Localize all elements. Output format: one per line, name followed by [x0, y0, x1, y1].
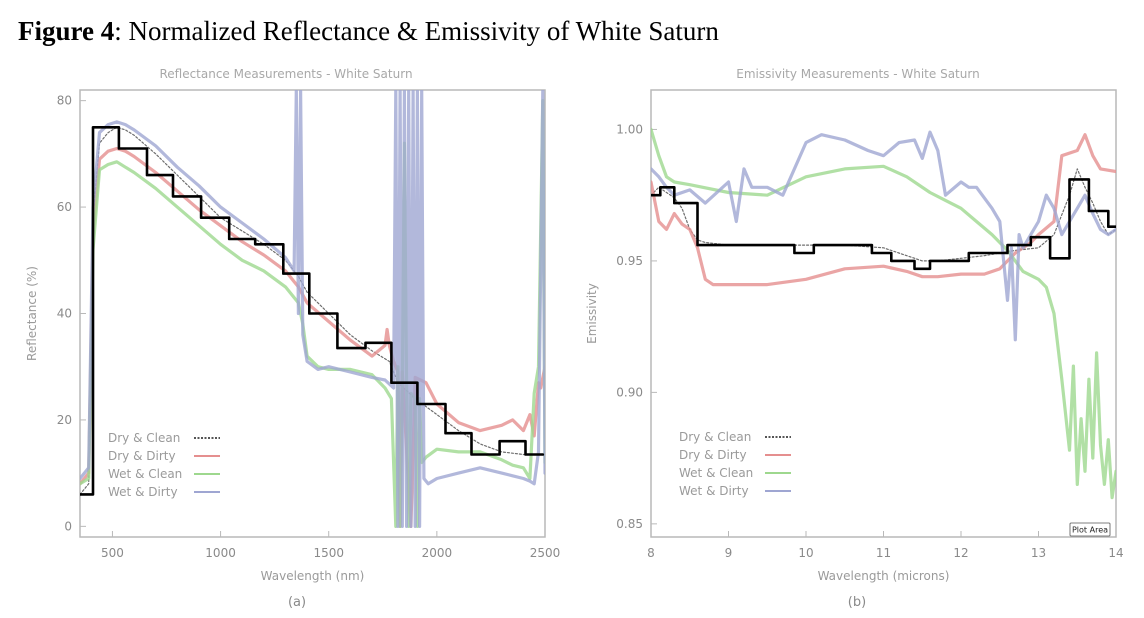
x-tick-label: 8 [647, 546, 655, 560]
y-axis-label: Emissivity [585, 283, 599, 344]
y-tick-label: 0.90 [616, 385, 643, 399]
y-tick-label: 20 [57, 413, 72, 427]
figure-caption: : Normalized Reflectance & Emissivity of… [114, 16, 719, 46]
series-line-step [80, 126, 545, 496]
x-tick-label: 11 [876, 546, 891, 560]
series-group [651, 127, 1116, 500]
legend-label-wet-dirty: Wet & Dirty [679, 484, 749, 498]
x-tick-label: 1000 [205, 546, 236, 560]
x-tick-label: 2000 [422, 546, 453, 560]
x-axis-label: Wavelength (microns) [818, 569, 950, 583]
chart-title: Emissivity Measurements - White Saturn [736, 67, 979, 81]
subfigure-label: (a) [288, 595, 306, 610]
plot-area-tooltip-box [1069, 522, 1111, 537]
legend-label-wet-dirty: Wet & Dirty [108, 485, 178, 499]
y-tick-label: 1.00 [616, 122, 643, 136]
series-line-wet-dirty [80, 90, 545, 529]
y-tick-label: 0 [64, 519, 72, 533]
x-tick-label: 13 [1031, 546, 1046, 560]
y-axis-label: Reflectance (%) [25, 266, 39, 361]
y-tick-label: 40 [57, 307, 72, 321]
series-line-dry-dirty [80, 146, 545, 529]
series-line-dry-dirty [651, 133, 1116, 287]
legend-label-wet-clean: Wet & Clean [108, 467, 182, 481]
plot-frame [650, 89, 1117, 538]
figure-title: Figure 4: Normalized Reflectance & Emiss… [18, 16, 719, 47]
x-tick-label: 10 [798, 546, 813, 560]
legend-label-dry-clean: Dry & Clean [108, 431, 180, 445]
x-axis-label: Wavelength (nm) [261, 569, 365, 583]
y-tick-label: 80 [57, 94, 72, 108]
series-line-wet-dirty [651, 130, 1116, 342]
chart-reflectance: Reflectance Measurements - White Saturn 0… [25, 67, 560, 610]
chart-title: Reflectance Measurements - White Saturn [159, 67, 412, 81]
legend-label-dry-dirty: Dry & Dirty [108, 449, 176, 463]
x-tick-label: 2500 [530, 546, 561, 560]
subfigure-label: (b) [848, 595, 866, 610]
legend-label-wet-clean: Wet & Clean [679, 466, 753, 480]
chart-emissivity: Emissivity Measurements - White Saturn 0.… [585, 67, 1124, 610]
series-line-step [651, 178, 1116, 271]
series-group [80, 90, 545, 529]
x-tick-label: 12 [953, 546, 968, 560]
series-line-wet-clean [651, 127, 1116, 500]
series-line-dry-clean [651, 168, 1116, 262]
plot-area-tooltip: Plot Area [1072, 526, 1108, 535]
legend-label-dry-dirty: Dry & Dirty [679, 448, 747, 462]
legend: Dry & Clean Dry & Dirty Wet & Clean Wet & D… [108, 431, 220, 499]
x-tick-label: 9 [725, 546, 733, 560]
legend: Dry & Clean Dry & Dirty Wet & Clean Wet & D… [679, 430, 791, 498]
x-tick-label: 14 [1108, 546, 1123, 560]
legend-label-dry-clean: Dry & Clean [679, 430, 751, 444]
figure-label: Figure 4 [18, 16, 115, 46]
y-tick-label: 60 [57, 200, 72, 214]
y-tick-label: 0.95 [616, 254, 643, 268]
x-tick-label: 1500 [313, 546, 344, 560]
x-tick-label: 500 [101, 546, 124, 560]
y-tick-label: 0.85 [616, 517, 643, 531]
